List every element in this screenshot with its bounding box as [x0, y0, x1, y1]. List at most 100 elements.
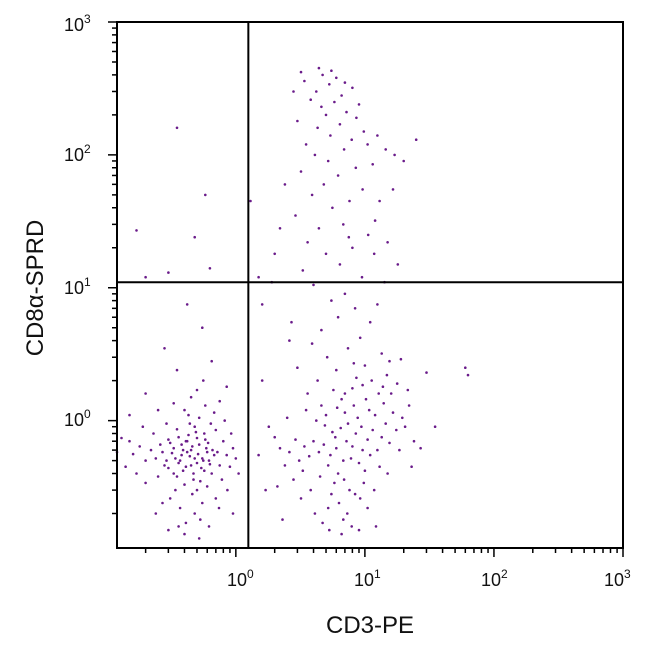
- data-point: [214, 497, 218, 500]
- data-point: [163, 347, 166, 350]
- data-point: [381, 385, 385, 389]
- data-point: [385, 373, 389, 377]
- data-point: [350, 525, 354, 528]
- data-point: [351, 387, 354, 390]
- x-tick-label: 103: [604, 567, 631, 590]
- data-point: [138, 445, 141, 448]
- data-point: [355, 116, 358, 120]
- data-point: [208, 267, 212, 270]
- data-point: [195, 388, 199, 392]
- data-point: [141, 425, 145, 429]
- data-point: [288, 339, 291, 342]
- data-point: [326, 159, 330, 163]
- data-point: [175, 428, 179, 431]
- data-point: [165, 422, 168, 425]
- data-point: [354, 432, 358, 435]
- data-point: [297, 459, 301, 462]
- data-point: [200, 466, 203, 470]
- data-point: [403, 425, 407, 429]
- data-point: [331, 206, 334, 210]
- data-point: [149, 448, 153, 452]
- data-point: [335, 406, 339, 410]
- data-point: [290, 320, 293, 324]
- data-point: [317, 66, 321, 70]
- data-point: [389, 392, 393, 395]
- data-point: [228, 465, 232, 469]
- data-point: [376, 134, 379, 137]
- data-point: [120, 436, 123, 440]
- data-point: [185, 450, 189, 454]
- data-point: [419, 446, 422, 450]
- data-point: [335, 368, 338, 372]
- data-point: [312, 439, 315, 443]
- data-point: [336, 174, 340, 177]
- data-point: [210, 472, 213, 475]
- data-point: [197, 443, 201, 446]
- data-point: [380, 352, 384, 355]
- data-point: [172, 446, 175, 450]
- data-point: [218, 399, 221, 403]
- data-point: [183, 532, 186, 536]
- data-point: [315, 419, 318, 422]
- data-point: [195, 461, 199, 465]
- data-point: [205, 450, 209, 454]
- data-point: [203, 469, 206, 473]
- data-point: [343, 81, 347, 84]
- data-point: [257, 453, 260, 457]
- data-point: [386, 472, 389, 475]
- data-point: [183, 408, 186, 412]
- data-point: [301, 269, 305, 272]
- data-point: [175, 126, 179, 130]
- data-point: [188, 422, 192, 425]
- data-point: [345, 110, 348, 114]
- data-point: [144, 275, 147, 279]
- data-point: [135, 472, 138, 475]
- data-point: [184, 521, 188, 525]
- data-point: [351, 246, 354, 250]
- data-point: [201, 501, 204, 505]
- data-point: [192, 472, 195, 475]
- data-point: [156, 408, 160, 412]
- data-point: [328, 83, 331, 86]
- data-point: [296, 366, 299, 370]
- data-point: [135, 229, 138, 232]
- data-point: [310, 342, 314, 345]
- data-point: [316, 126, 319, 130]
- data-point: [346, 512, 349, 515]
- data-point: [193, 235, 196, 239]
- data-point: [202, 459, 205, 462]
- data-point: [320, 105, 323, 109]
- data-point: [343, 392, 347, 395]
- data-point: [212, 411, 216, 414]
- data-point: [384, 148, 388, 151]
- data-point: [348, 488, 351, 492]
- data-point: [199, 479, 202, 483]
- data-point: [324, 113, 328, 117]
- data-point: [304, 408, 308, 412]
- data-point: [260, 379, 264, 382]
- data-point: [378, 199, 381, 203]
- data-point: [340, 532, 343, 536]
- data-point: [464, 366, 467, 370]
- data-point: [372, 252, 376, 256]
- data-point: [168, 497, 172, 500]
- data-point: [329, 453, 332, 457]
- data-point: [201, 326, 204, 330]
- data-point: [354, 166, 358, 170]
- data-point: [207, 525, 211, 528]
- y-tick-label: 102: [64, 142, 91, 165]
- data-point: [366, 143, 369, 146]
- data-point: [363, 469, 367, 473]
- data-point: [340, 397, 343, 401]
- data-point: [231, 446, 235, 450]
- data-point: [366, 506, 369, 510]
- data-point: [177, 461, 180, 465]
- data-point: [396, 263, 400, 266]
- data-point: [273, 435, 277, 439]
- data-point: [203, 432, 206, 435]
- data-point: [202, 379, 205, 382]
- data-point: [303, 79, 306, 83]
- data-point: [199, 518, 202, 521]
- data-point: [189, 448, 193, 452]
- data-point: [401, 416, 404, 420]
